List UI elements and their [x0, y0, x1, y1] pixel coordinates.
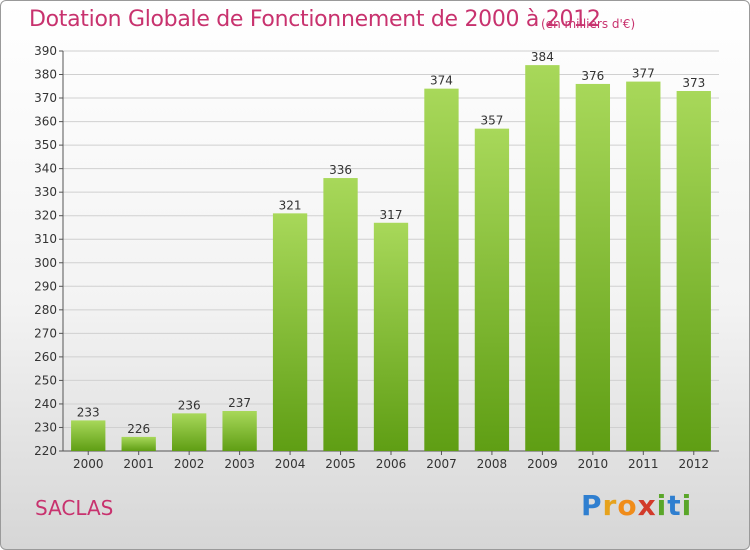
data-label-2002: 236 — [178, 398, 201, 412]
y-tick-label: 230 — [34, 420, 57, 434]
x-tick-label-2000: 2000 — [73, 457, 104, 471]
data-label-2008: 357 — [480, 114, 503, 128]
data-label-2011: 377 — [632, 67, 655, 81]
x-tick-label-2009: 2009 — [527, 457, 558, 471]
brand-letter: r — [602, 489, 618, 522]
bar-2002 — [171, 413, 207, 451]
data-label-2012: 373 — [682, 76, 705, 90]
y-tick-label: 290 — [34, 279, 57, 293]
x-tick-label-2003: 2003 — [224, 457, 255, 471]
y-tick-label: 220 — [34, 444, 57, 458]
brand-letter: i — [656, 489, 668, 522]
x-tick-label-2002: 2002 — [174, 457, 205, 471]
x-tick-label-2005: 2005 — [325, 457, 356, 471]
bar-2003 — [222, 411, 257, 451]
data-label-2003: 237 — [228, 396, 251, 410]
bar-2012 — [676, 91, 711, 451]
data-label-2010: 376 — [581, 69, 604, 83]
x-tick-label-2007: 2007 — [426, 457, 457, 471]
brand-letter: x — [637, 489, 657, 522]
bar-2004 — [272, 213, 308, 451]
bar-2005 — [323, 178, 358, 451]
y-tick-label: 310 — [34, 232, 57, 246]
y-tick-label: 240 — [34, 397, 57, 411]
brand-letter: i — [681, 489, 693, 522]
brand-logo: Proxiti — [581, 489, 692, 522]
labels: 220 230 240 250 260 270 280 290 300 310 320 330 340 3… — [34, 44, 709, 471]
y-tick-label: 380 — [34, 68, 57, 82]
y-tick-label: 280 — [34, 303, 57, 317]
brand-letter: t — [667, 489, 682, 522]
y-tick-label: 390 — [34, 44, 57, 58]
chart-title: Dotation Globale de Fonctionnement de 20… — [29, 7, 601, 32]
y-tick-label: 360 — [34, 115, 57, 129]
y-tick-label: 250 — [34, 373, 57, 387]
chart-subtitle: (en milliers d'€) — [541, 17, 636, 31]
bar-2001 — [121, 436, 156, 451]
place-name: SACLAS — [35, 496, 114, 520]
bar-2007 — [424, 88, 459, 451]
y-tick-label: 270 — [34, 326, 57, 340]
y-tick-label: 340 — [34, 162, 57, 176]
x-tick-label-2011: 2011 — [628, 457, 659, 471]
bar-2006 — [373, 222, 409, 451]
x-tick-label-2010: 2010 — [578, 457, 609, 471]
x-tick-label-2012: 2012 — [678, 457, 709, 471]
y-tick-label: 370 — [34, 91, 57, 105]
data-label-2007: 374 — [430, 74, 453, 88]
bars — [71, 65, 711, 452]
x-tick-label-2008: 2008 — [477, 457, 508, 471]
data-label-2004: 321 — [279, 198, 302, 212]
bar-2000 — [71, 420, 106, 451]
y-tick-label: 320 — [34, 209, 57, 223]
y-tick-label: 300 — [34, 256, 57, 270]
bar-2008 — [474, 128, 510, 451]
y-tick-label: 330 — [34, 185, 57, 199]
data-label-2005: 336 — [329, 163, 352, 177]
bar-2010 — [575, 83, 611, 452]
bar-2009 — [525, 65, 560, 451]
y-tick-label: 350 — [34, 138, 57, 152]
bar-2011 — [626, 81, 661, 452]
data-label-2009: 384 — [531, 50, 554, 64]
x-tick-label-2001: 2001 — [123, 457, 154, 471]
x-tick-label-2006: 2006 — [376, 457, 407, 471]
y-tick-label: 260 — [34, 350, 57, 364]
brand-letter: o — [617, 489, 638, 522]
data-label-2000: 233 — [77, 405, 100, 419]
data-label-2001: 226 — [127, 422, 150, 436]
data-label-2006: 317 — [380, 208, 403, 222]
x-tick-label-2004: 2004 — [275, 457, 306, 471]
brand-letter: P — [581, 489, 603, 522]
